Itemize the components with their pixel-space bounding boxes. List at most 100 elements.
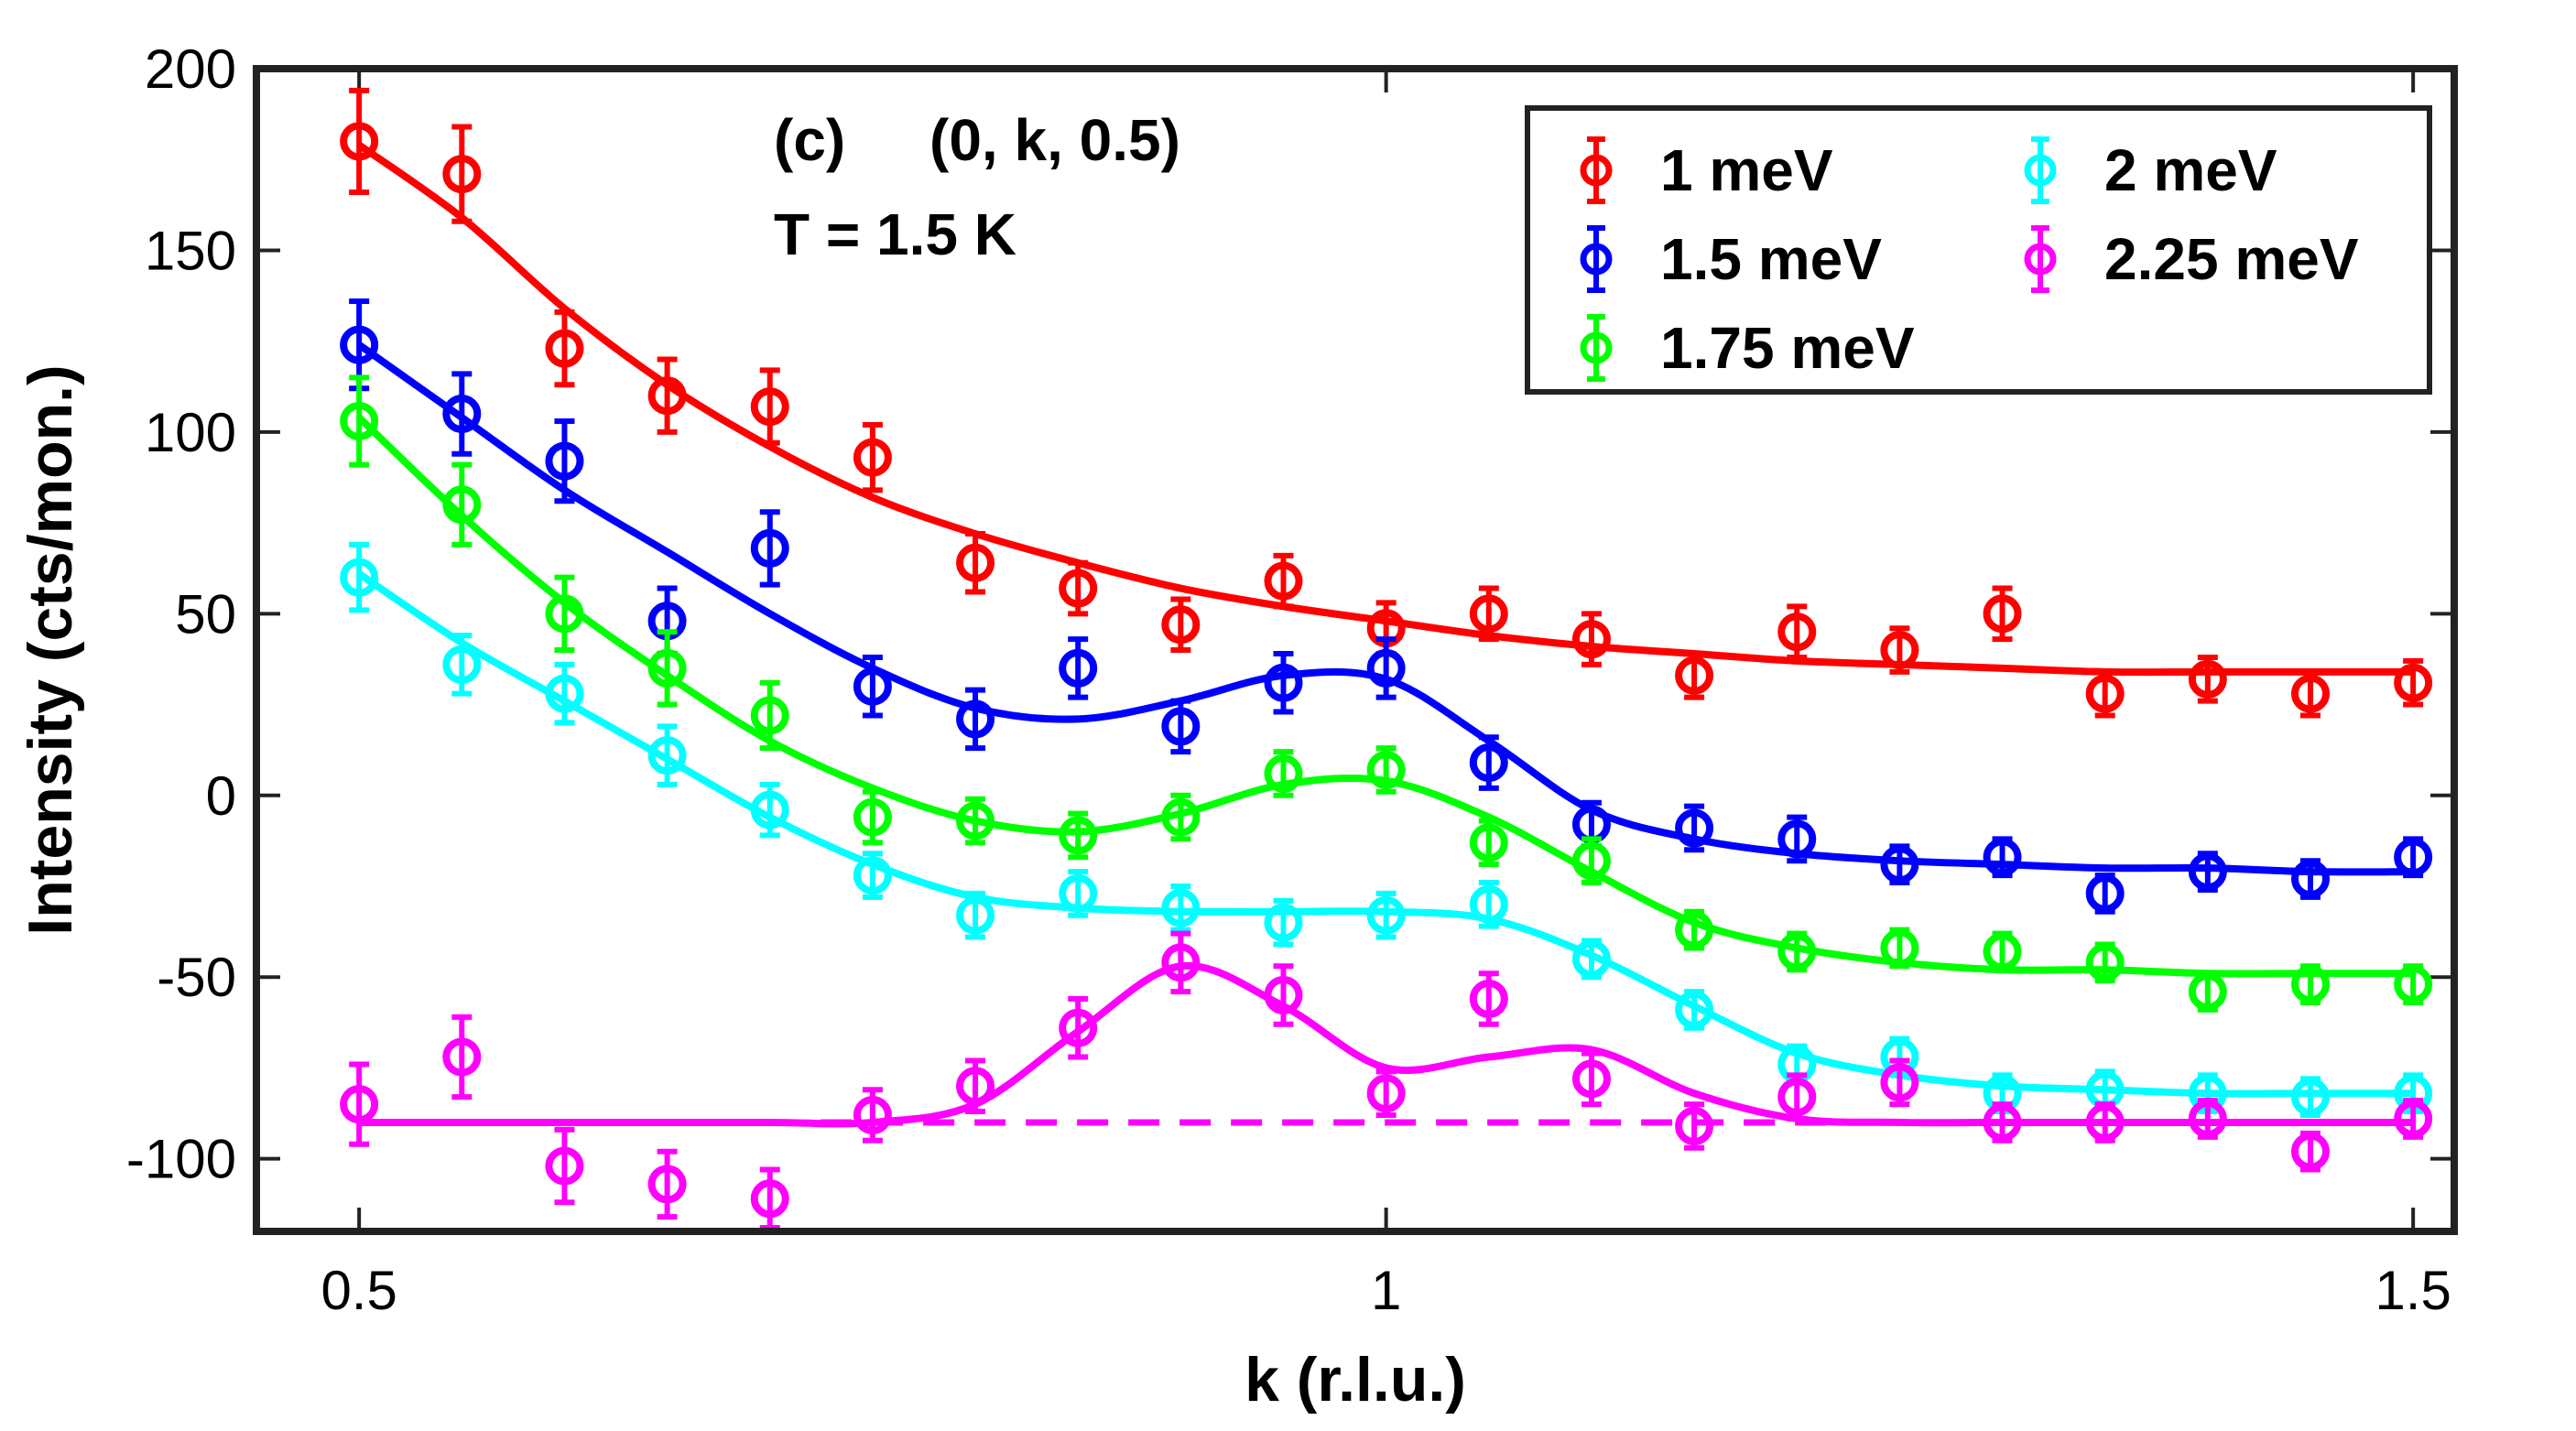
y-tick-label: 0 <box>206 765 236 827</box>
data-point-2-25-meV <box>2290 1130 2330 1173</box>
marker <box>1777 613 1817 652</box>
data-point-2-meV <box>647 723 687 787</box>
data-point-2-meV <box>1571 938 1611 981</box>
data-point-1-75-meV <box>340 374 379 468</box>
data-point-2-25-meV <box>1777 1072 1817 1122</box>
marker <box>545 674 584 713</box>
data-point-2-meV <box>750 781 789 839</box>
data-point-1-meV <box>1983 585 2022 643</box>
data-point-2-meV <box>1161 883 1201 933</box>
data-point-1-75-meV <box>853 788 892 846</box>
data-point-1-5-meV <box>442 371 482 457</box>
data-point-1-75-meV <box>1675 908 1714 951</box>
marker <box>545 329 584 368</box>
data-point-1-meV <box>647 356 687 435</box>
data-point-1-5-meV <box>1059 636 1098 700</box>
marker <box>2290 965 2330 1004</box>
data-point-1-75-meV <box>1571 836 1611 885</box>
data-point-2-meV <box>545 661 584 726</box>
data-point-1-75-meV <box>1264 749 1303 798</box>
data-point-1-5-meV <box>853 654 892 719</box>
tick-labels: 0.5 1 1.5 -100 -50 0 50 100 150 200 <box>126 38 2451 1321</box>
marker <box>2394 838 2433 877</box>
marker <box>853 1096 892 1134</box>
data-point-1-5-meV <box>2290 858 2330 900</box>
marker <box>1880 845 1919 884</box>
marker <box>956 801 995 840</box>
data-point-2-25-meV <box>1880 1057 1919 1108</box>
data-point-2-meV <box>1059 869 1098 918</box>
marker <box>2290 674 2330 713</box>
marker <box>1161 943 1201 982</box>
marker <box>340 122 379 161</box>
y-tick-label: -100 <box>126 1129 236 1190</box>
data-point-2-25-meV <box>2394 1098 2433 1140</box>
data-point-1-5-meV <box>340 298 379 392</box>
marker <box>340 325 379 364</box>
plot-frame <box>253 65 2458 1235</box>
marker <box>956 543 995 582</box>
data-point-1-75-meV <box>1161 792 1201 842</box>
marker <box>2085 674 2125 713</box>
legend-marker <box>2024 154 2057 187</box>
marker <box>1366 648 1406 688</box>
data-point-2-25-meV <box>853 1087 892 1144</box>
fit-curve-2-25-meV <box>359 961 2414 1128</box>
marker <box>2085 943 2125 982</box>
data-point-2-meV <box>2290 1076 2330 1118</box>
marker <box>647 648 687 688</box>
marker <box>1059 816 1098 855</box>
marker <box>340 558 379 597</box>
marker <box>2085 1102 2125 1142</box>
data-point-1-75-meV <box>1777 930 1817 973</box>
legend-label: 1 meV <box>1660 137 1833 203</box>
marker <box>1675 910 1714 949</box>
marker <box>1983 932 2022 971</box>
marker <box>1264 976 1303 1015</box>
marker <box>442 645 482 684</box>
legend-entry-1-75-meV: 1.75 meV <box>1580 314 1915 382</box>
data-point-1-5-meV <box>1777 814 1817 864</box>
marker <box>853 856 892 895</box>
data-point-2-meV <box>442 633 482 697</box>
temperature-label: T = 1.5 K <box>774 201 1016 267</box>
y-tick-label: 50 <box>175 583 236 645</box>
marker <box>750 696 789 735</box>
legend-box <box>1525 105 2432 395</box>
legend-entry-2-meV: 2 meV <box>2024 136 2277 204</box>
data-point-1-5-meV <box>1469 734 1508 791</box>
legend-marker <box>1580 243 1613 276</box>
marker <box>1161 888 1201 927</box>
data-point-1-5-meV <box>1264 650 1303 715</box>
data-point-1-75-meV <box>647 629 687 708</box>
data-point-1-meV <box>1571 611 1611 667</box>
marker <box>1059 1008 1098 1047</box>
marker <box>647 736 687 775</box>
data-points <box>340 87 2433 1231</box>
marker <box>750 1179 789 1219</box>
marker <box>1469 884 1508 924</box>
fit-curve-1-5-meV <box>356 341 2414 876</box>
data-point-1-5-meV <box>2085 873 2125 915</box>
marker <box>2394 965 2433 1004</box>
data-point-1-meV <box>1777 603 1817 660</box>
marker <box>647 376 687 416</box>
data-point-1-5-meV <box>1161 698 1201 755</box>
x-tick-label: 1.5 <box>2375 1260 2451 1321</box>
marker <box>1059 569 1098 608</box>
marker <box>1366 1074 1406 1113</box>
data-point-2-25-meV <box>1366 1068 1406 1118</box>
legend-entry-2-25-meV: 2.25 meV <box>2024 225 2359 293</box>
marker <box>1161 797 1201 837</box>
x-axis-label: k (r.l.u.) <box>1245 1345 1466 1415</box>
data-point-1-5-meV <box>545 417 584 504</box>
data-point-2-meV <box>1469 880 1508 929</box>
marker <box>2085 873 2125 913</box>
data-point-2-25-meV <box>1264 963 1303 1027</box>
marker <box>2188 1099 2227 1138</box>
legend-label: 2 meV <box>2104 137 2277 203</box>
data-point-1-5-meV <box>2188 851 2227 893</box>
marker <box>853 667 892 706</box>
fit-curve-1-meV <box>356 142 2414 677</box>
